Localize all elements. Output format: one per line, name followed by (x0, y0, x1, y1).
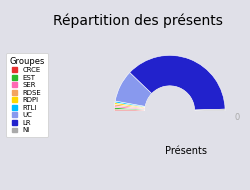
Wedge shape (130, 55, 225, 110)
Wedge shape (114, 106, 145, 109)
Text: 0: 0 (235, 113, 240, 122)
Text: 1: 1 (122, 84, 128, 93)
Circle shape (145, 86, 195, 136)
Legend: CRCE, EST, SER, RDSE, RDPI, RTLI, UC, LR, NI: CRCE, EST, SER, RDSE, RDPI, RTLI, UC, LR… (6, 53, 48, 137)
Text: Répartition des présents: Répartition des présents (52, 13, 222, 28)
Wedge shape (115, 101, 145, 107)
Text: Présents: Présents (165, 146, 207, 156)
Wedge shape (115, 72, 152, 106)
Wedge shape (114, 108, 145, 110)
Wedge shape (114, 109, 145, 111)
Text: 4: 4 (185, 59, 190, 68)
Wedge shape (114, 104, 145, 108)
Wedge shape (195, 109, 225, 111)
Wedge shape (115, 103, 145, 108)
